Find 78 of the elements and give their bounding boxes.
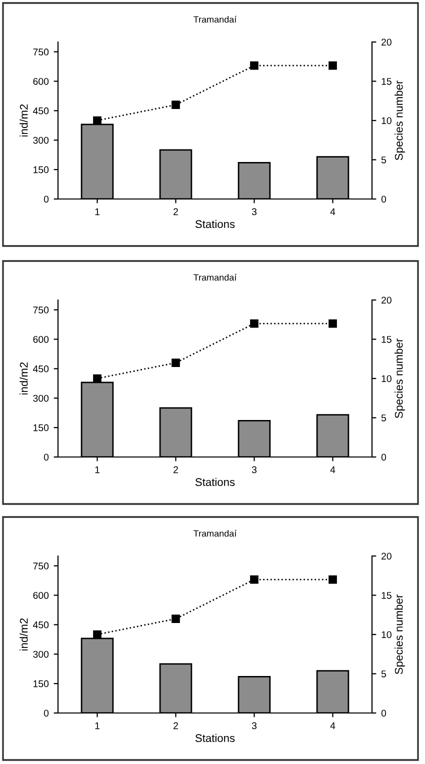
y2-tick-label: 0 xyxy=(381,710,386,717)
bar xyxy=(316,156,350,199)
y2-axis-title: Species number xyxy=(394,338,405,418)
x-axis-title: Stations xyxy=(195,734,235,742)
x-tick-label: 2 xyxy=(174,466,178,474)
x-tick-label: 3 xyxy=(252,722,257,730)
y-tick-label: 0 xyxy=(44,710,49,717)
bar xyxy=(238,162,271,199)
bar xyxy=(159,407,192,457)
y2-axis-title: Species number xyxy=(394,80,405,160)
x-tick-label: 3 xyxy=(252,466,257,474)
y-tick-label: 0 xyxy=(44,196,49,203)
y-tick-label: 450 xyxy=(32,621,49,628)
y2-tick-label: 0 xyxy=(381,454,386,461)
x-tick-label: 4 xyxy=(330,208,336,216)
point xyxy=(250,575,258,584)
y-tick-label: 450 xyxy=(32,365,49,372)
y-tick-label: 150 xyxy=(33,680,49,688)
point xyxy=(172,100,180,109)
point xyxy=(328,575,337,584)
point xyxy=(93,116,102,125)
x-tick-label: 1 xyxy=(95,722,100,730)
x-axis-title: Stations xyxy=(195,220,235,228)
x-tick-label: 3 xyxy=(252,208,257,216)
y2-tick-label: 20 xyxy=(382,552,392,560)
y-tick-label: 750 xyxy=(33,562,49,570)
x-axis-title: Stations xyxy=(195,478,235,486)
y-tick-label: 0 xyxy=(44,454,49,461)
y-axis-title: ind/m2 xyxy=(20,618,28,650)
point xyxy=(250,319,258,328)
bar xyxy=(159,663,192,713)
bar xyxy=(316,414,350,457)
chart-title: Tramandaí xyxy=(194,530,237,537)
y-axis-title: ind/m2 xyxy=(20,104,28,136)
y2-tick-label: 15 xyxy=(382,592,392,599)
y2-tick-label: 15 xyxy=(382,336,392,343)
y-tick-label: 600 xyxy=(33,592,49,599)
y2-tick-label: 10 xyxy=(382,117,392,124)
bar xyxy=(159,149,192,199)
y-tick-label: 600 xyxy=(33,78,49,85)
y-tick-label: 300 xyxy=(33,136,49,144)
y2-axis-title: Species number xyxy=(394,594,405,674)
y2-tick-label: 10 xyxy=(382,375,392,382)
bar xyxy=(238,420,271,457)
point xyxy=(328,61,337,70)
y2-tick-label: 15 xyxy=(382,78,392,85)
y2-tick-label: 20 xyxy=(382,296,392,304)
point xyxy=(172,358,180,367)
chart-title: Tramandaí xyxy=(194,274,237,281)
x-tick-label: 4 xyxy=(330,466,336,474)
y2-tick-label: 0 xyxy=(381,196,386,203)
x-tick-label: 1 xyxy=(95,466,100,474)
y2-tick-label: 5 xyxy=(381,414,386,422)
y-tick-label: 150 xyxy=(33,424,49,432)
bar xyxy=(316,670,350,713)
y-axis-title: ind/m2 xyxy=(20,362,28,394)
x-tick-label: 2 xyxy=(174,208,178,216)
point xyxy=(93,374,102,383)
y-tick-label: 750 xyxy=(33,48,49,56)
point xyxy=(250,61,258,70)
x-tick-label: 2 xyxy=(174,722,178,730)
y-tick-label: 750 xyxy=(33,306,49,314)
point xyxy=(172,614,180,623)
y-tick-label: 600 xyxy=(33,336,49,343)
y-tick-label: 450 xyxy=(32,107,49,114)
x-tick-label: 1 xyxy=(95,208,100,216)
y2-tick-label: 20 xyxy=(382,38,392,46)
y-tick-label: 150 xyxy=(33,166,49,174)
y2-tick-label: 10 xyxy=(382,631,392,638)
point xyxy=(93,630,102,639)
y2-tick-label: 5 xyxy=(381,156,386,164)
bar xyxy=(238,676,271,713)
point xyxy=(328,319,337,328)
y-tick-label: 300 xyxy=(33,394,49,402)
chart-title: Tramandaí xyxy=(194,16,237,23)
x-tick-label: 4 xyxy=(330,722,336,730)
y-tick-label: 300 xyxy=(33,650,49,658)
y2-tick-label: 5 xyxy=(381,670,386,678)
